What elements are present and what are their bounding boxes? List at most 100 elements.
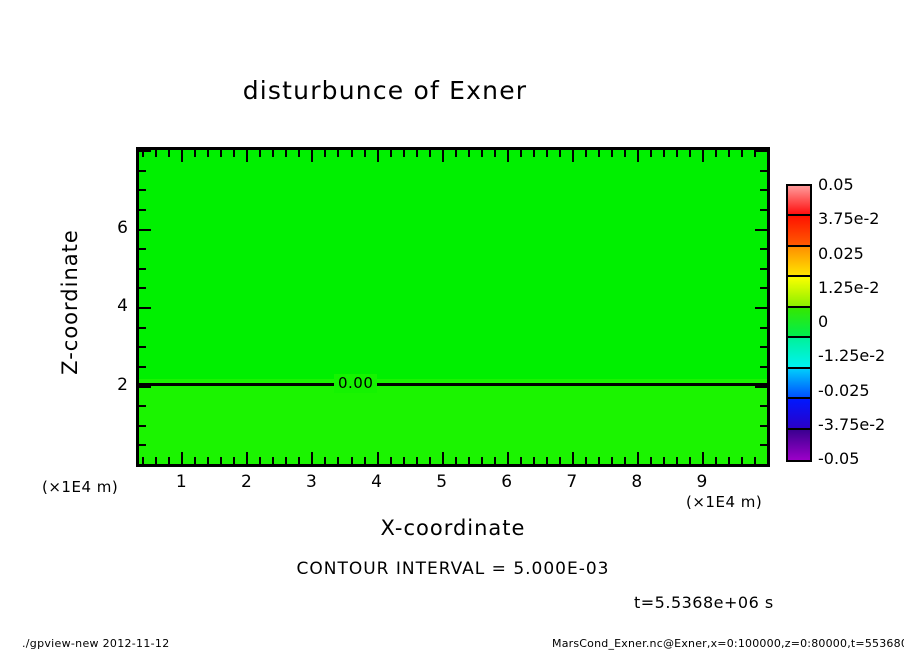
colorbar-band — [788, 246, 810, 278]
axis-tick — [181, 452, 184, 464]
x-axis-unit-label: (×1E4 m) — [686, 493, 763, 511]
axis-tick — [760, 208, 767, 211]
axis-tick — [649, 457, 652, 464]
colorbar-tick-label: 1.25e-2 — [818, 277, 880, 297]
colorbar-tick-label: 0 — [818, 312, 829, 331]
axis-tick — [558, 457, 561, 464]
axis-tick — [139, 346, 146, 349]
y-axis-tick-label: 2 — [117, 374, 128, 395]
axis-tick — [701, 150, 704, 162]
colorbar-band — [788, 307, 810, 339]
time-annotation: t=5.5368e+06 s — [634, 593, 774, 612]
axis-tick — [714, 150, 717, 157]
axis-tick — [337, 150, 340, 157]
axis-tick — [506, 452, 509, 464]
colorbar-band — [788, 399, 810, 430]
axis-tick — [389, 457, 392, 464]
axis-tick — [139, 150, 151, 152]
axis-tick — [207, 150, 210, 157]
axis-tick — [760, 346, 767, 349]
y-axis-tick-label: 4 — [117, 296, 128, 316]
axis-tick — [545, 457, 548, 464]
axis-tick — [760, 444, 767, 447]
axis-tick — [402, 457, 405, 464]
axis-tick — [755, 464, 767, 466]
axis-tick — [545, 150, 548, 157]
axis-tick — [139, 228, 151, 231]
axis-tick — [727, 457, 730, 464]
footer-command-label: ./gpview-new 2012-11-12 — [22, 637, 170, 650]
axis-tick — [467, 457, 470, 464]
axis-tick — [441, 452, 444, 464]
axis-tick — [454, 150, 457, 157]
axis-tick — [272, 150, 275, 157]
axis-tick — [597, 457, 600, 464]
axis-tick — [155, 150, 158, 157]
colorbar-tick-label: -0.05 — [818, 449, 860, 468]
axis-tick — [142, 150, 145, 157]
axis-tick — [246, 452, 249, 464]
axis-tick — [181, 150, 184, 162]
axis-tick — [233, 150, 236, 157]
axis-tick — [584, 457, 587, 464]
axis-tick — [139, 444, 146, 447]
axis-tick — [168, 457, 171, 464]
axis-tick — [571, 150, 574, 162]
axis-tick — [363, 457, 366, 464]
axis-tick — [493, 457, 496, 464]
axis-tick — [760, 267, 767, 270]
contour-line-zero — [139, 383, 767, 386]
contour-line-label: 0.00 — [334, 374, 378, 393]
colorbar-tick-label: 0.05 — [818, 175, 854, 194]
axis-tick — [155, 457, 158, 464]
contour-fill-upper — [139, 150, 767, 385]
axis-tick — [220, 150, 223, 157]
axis-tick — [571, 452, 574, 464]
axis-tick — [636, 452, 639, 464]
axis-tick — [350, 150, 353, 157]
axis-tick — [168, 150, 171, 157]
axis-tick — [649, 150, 652, 157]
x-axis-tick-label: 9 — [696, 472, 708, 492]
axis-tick — [760, 169, 767, 172]
axis-tick — [139, 464, 151, 466]
axis-tick — [740, 457, 743, 464]
axis-tick — [285, 457, 288, 464]
axis-tick — [688, 150, 691, 157]
axis-tick — [760, 248, 767, 251]
colorbar-tick-label: 3.75e-2 — [818, 209, 880, 229]
axis-tick — [636, 150, 639, 162]
axis-tick — [337, 457, 340, 464]
axis-tick — [480, 150, 483, 157]
axis-tick — [701, 452, 704, 464]
axis-tick — [767, 452, 769, 464]
x-axis-tick-label: 7 — [566, 472, 578, 492]
axis-tick — [597, 150, 600, 157]
axis-tick — [480, 457, 483, 464]
z-axis-unit-label: (×1E4 m) — [42, 478, 119, 496]
x-axis-tick-label: 2 — [240, 472, 252, 492]
colorbar-band — [788, 216, 810, 247]
axis-tick — [454, 457, 457, 464]
axis-tick — [740, 150, 743, 157]
axis-tick — [675, 457, 678, 464]
axis-tick — [139, 287, 146, 290]
axis-tick — [139, 267, 146, 270]
axis-tick — [139, 189, 146, 192]
axis-tick — [441, 150, 444, 162]
x-axis-tick-label: 3 — [306, 472, 317, 492]
axis-tick — [311, 452, 314, 464]
axis-tick — [363, 150, 366, 157]
colorbar-band — [788, 277, 810, 308]
x-axis-tick-label: 8 — [631, 472, 643, 492]
axis-tick — [714, 457, 717, 464]
axis-tick — [755, 307, 767, 309]
colorbar — [786, 184, 812, 462]
axis-tick — [688, 457, 691, 464]
axis-tick — [350, 457, 353, 464]
axis-tick — [760, 326, 767, 329]
y-axis-tick-label: 6 — [117, 217, 128, 238]
axis-tick — [389, 150, 392, 157]
axis-tick — [259, 457, 262, 464]
colorbar-tick-label: -3.75e-2 — [818, 414, 886, 434]
